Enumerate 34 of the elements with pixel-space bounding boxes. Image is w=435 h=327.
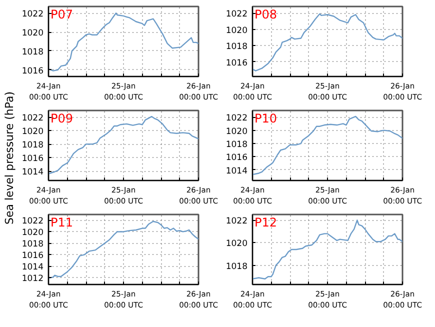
y-tick-label: 1020 — [226, 26, 248, 36]
y-axis-title: Sea level pressure (hPa) — [2, 91, 16, 225]
y-tick-label: 1022 — [226, 216, 248, 227]
y-tick-label: 1018 — [226, 262, 248, 272]
y-tick-label: 1014 — [226, 166, 248, 176]
chart-title: P12 — [254, 216, 278, 230]
y-tick-label: 1022 — [22, 216, 44, 227]
y-tick-label: 1016 — [226, 58, 248, 68]
y-tick-label: 1022 — [22, 114, 44, 124]
y-tick-label: 1012 — [22, 274, 44, 284]
chart-title: P09 — [50, 112, 74, 126]
y-tick-label: 1014 — [22, 262, 44, 273]
y-tick-label: 1022 — [226, 114, 248, 124]
y-tick-label: 1016 — [22, 154, 44, 164]
chart-title: P08 — [254, 8, 278, 22]
y-tick-label: 1018 — [22, 47, 44, 58]
chart-title: P07 — [50, 8, 74, 22]
chart-title: P10 — [254, 112, 278, 126]
y-tick-label: 1022 — [226, 10, 248, 20]
y-tick-label: 1020 — [22, 127, 44, 138]
y-tick-label: 1020 — [226, 126, 248, 137]
y-tick-label: 1020 — [22, 28, 44, 39]
y-tick-label: 1022 — [22, 10, 44, 20]
y-tick-label: 1020 — [226, 239, 248, 250]
y-tick-label: 1018 — [22, 240, 44, 250]
y-tick-label: 1018 — [226, 140, 248, 150]
y-tick-label: 1018 — [226, 42, 248, 52]
y-tick-label: 1018 — [22, 140, 44, 151]
y-tick-label: 1016 — [22, 251, 44, 262]
y-tick-label: 1016 — [22, 66, 44, 76]
y-tick-label: 1014 — [22, 168, 44, 178]
y-tick-label: 1020 — [22, 228, 44, 238]
y-tick-label: 1016 — [226, 153, 248, 164]
chart-title: P11 — [50, 216, 74, 230]
